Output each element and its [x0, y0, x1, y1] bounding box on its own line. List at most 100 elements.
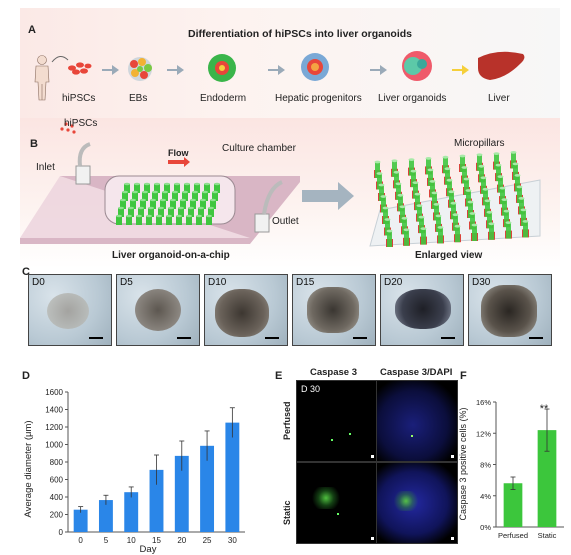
- pillar-top: [499, 186, 506, 190]
- pillar-top: [463, 177, 470, 181]
- pillar: [210, 200, 216, 209]
- pillar: [502, 199, 507, 216]
- pillar-top: [150, 198, 156, 202]
- pillar: [206, 216, 212, 225]
- pillar-top: [516, 185, 523, 189]
- pillar: [204, 184, 210, 193]
- pillar-top: [142, 190, 148, 194]
- y-tick-label: 0: [59, 528, 64, 537]
- pillar-top: [435, 214, 442, 218]
- pillar-top: [376, 172, 383, 175]
- pillar-top: [429, 180, 436, 183]
- day-label: D 30: [301, 384, 321, 394]
- y-tick-label: 400: [50, 493, 64, 502]
- chart-bars: [503, 408, 557, 527]
- pillar-top: [196, 214, 202, 218]
- pillar-top: [465, 189, 472, 192]
- pillar: [494, 153, 499, 170]
- scale-bar: [451, 455, 454, 458]
- pillar: [116, 216, 122, 225]
- fluorescent-cluster: [311, 487, 341, 509]
- y-tick-label: 800: [50, 458, 64, 467]
- pillar: [126, 216, 132, 225]
- bar: [174, 455, 189, 532]
- culture-chamber-label: Culture chamber: [222, 143, 296, 154]
- y-tick-label: 4%: [480, 492, 491, 501]
- pillar-top: [178, 206, 184, 210]
- pillar: [138, 208, 144, 217]
- pillar-top: [467, 200, 474, 204]
- pillar: [208, 208, 214, 217]
- micrograph-d30: D30: [468, 274, 552, 346]
- pillar-top: [132, 190, 138, 194]
- scale-bar: [265, 337, 279, 339]
- scale-bar: [371, 455, 374, 458]
- pillar: [432, 192, 437, 209]
- pillar-top: [433, 203, 440, 206]
- fluorescent-spot: [337, 513, 339, 515]
- pillar-top: [514, 174, 521, 177]
- pillar-top: [176, 214, 182, 218]
- scale-bar: [529, 337, 543, 339]
- pillar: [196, 216, 202, 225]
- pillar-top: [488, 222, 495, 226]
- pillar: [168, 208, 174, 217]
- pillar-top: [170, 198, 176, 202]
- row-label: Static: [282, 500, 292, 525]
- pillar: [394, 172, 399, 189]
- pillar: [214, 184, 220, 193]
- pillar: [498, 176, 503, 193]
- pillar: [513, 163, 518, 180]
- pillar: [462, 167, 467, 184]
- diameter-chart: 0 200 400 600 800 1000 1200 1400 1600 0 5 10 15 20 25 3…: [23, 388, 245, 554]
- arrow-icon: [102, 65, 119, 75]
- panel-c: D0 D5 D10 D15 D20 D30: [28, 274, 558, 360]
- pillar: [132, 192, 138, 201]
- pillar: [443, 157, 448, 174]
- pillar-top: [427, 168, 434, 172]
- x-tick-label: 0: [78, 536, 83, 545]
- pillar-top: [469, 212, 476, 215]
- stage-label: Liver organoids: [378, 93, 447, 104]
- pillar-top: [384, 218, 391, 221]
- panel-b: B hiPSCs Flow Culture chamber Micropilla…: [20, 118, 560, 268]
- panel-letter-c: C: [22, 266, 30, 278]
- pillar-top: [399, 205, 406, 209]
- pillar-top: [172, 190, 178, 194]
- pillar-top: [116, 214, 122, 218]
- chart-bars: [73, 407, 240, 532]
- pillar: [413, 182, 418, 199]
- pillar: [515, 175, 520, 192]
- pillar: [146, 216, 152, 225]
- stage-label: EBs: [129, 93, 148, 104]
- panel-letter-b: B: [30, 138, 38, 150]
- micrograph-d0: D0: [28, 274, 112, 346]
- outlet-tube: [262, 180, 283, 215]
- pillar-top: [204, 182, 210, 186]
- enlarge-arrow-icon: [302, 182, 354, 210]
- pillar: [426, 158, 431, 175]
- scale-bar: [89, 337, 103, 339]
- day-label: D30: [472, 277, 491, 288]
- pillar-top: [378, 183, 385, 187]
- pillar-top: [374, 160, 381, 164]
- x-tick-label: 30: [228, 536, 237, 545]
- pillar: [176, 216, 182, 225]
- pillar-top: [414, 192, 421, 196]
- pillar: [455, 226, 460, 243]
- pillar: [411, 171, 416, 188]
- y-tick-label: 1600: [45, 388, 63, 397]
- pillar-top: [452, 213, 459, 217]
- pillar-top: [401, 216, 408, 220]
- pillar: [166, 216, 172, 225]
- hipscs-cells-icon: [68, 62, 92, 75]
- pillar: [170, 200, 176, 209]
- fluorescent-spot: [349, 433, 351, 435]
- fluorescent-spot: [411, 435, 413, 437]
- flow-label: Flow: [168, 148, 189, 158]
- pillar-top: [208, 206, 214, 210]
- organoid-shape: [215, 289, 269, 337]
- pillar-top: [382, 206, 389, 210]
- pillar-top: [520, 208, 527, 212]
- pillar: [158, 208, 164, 217]
